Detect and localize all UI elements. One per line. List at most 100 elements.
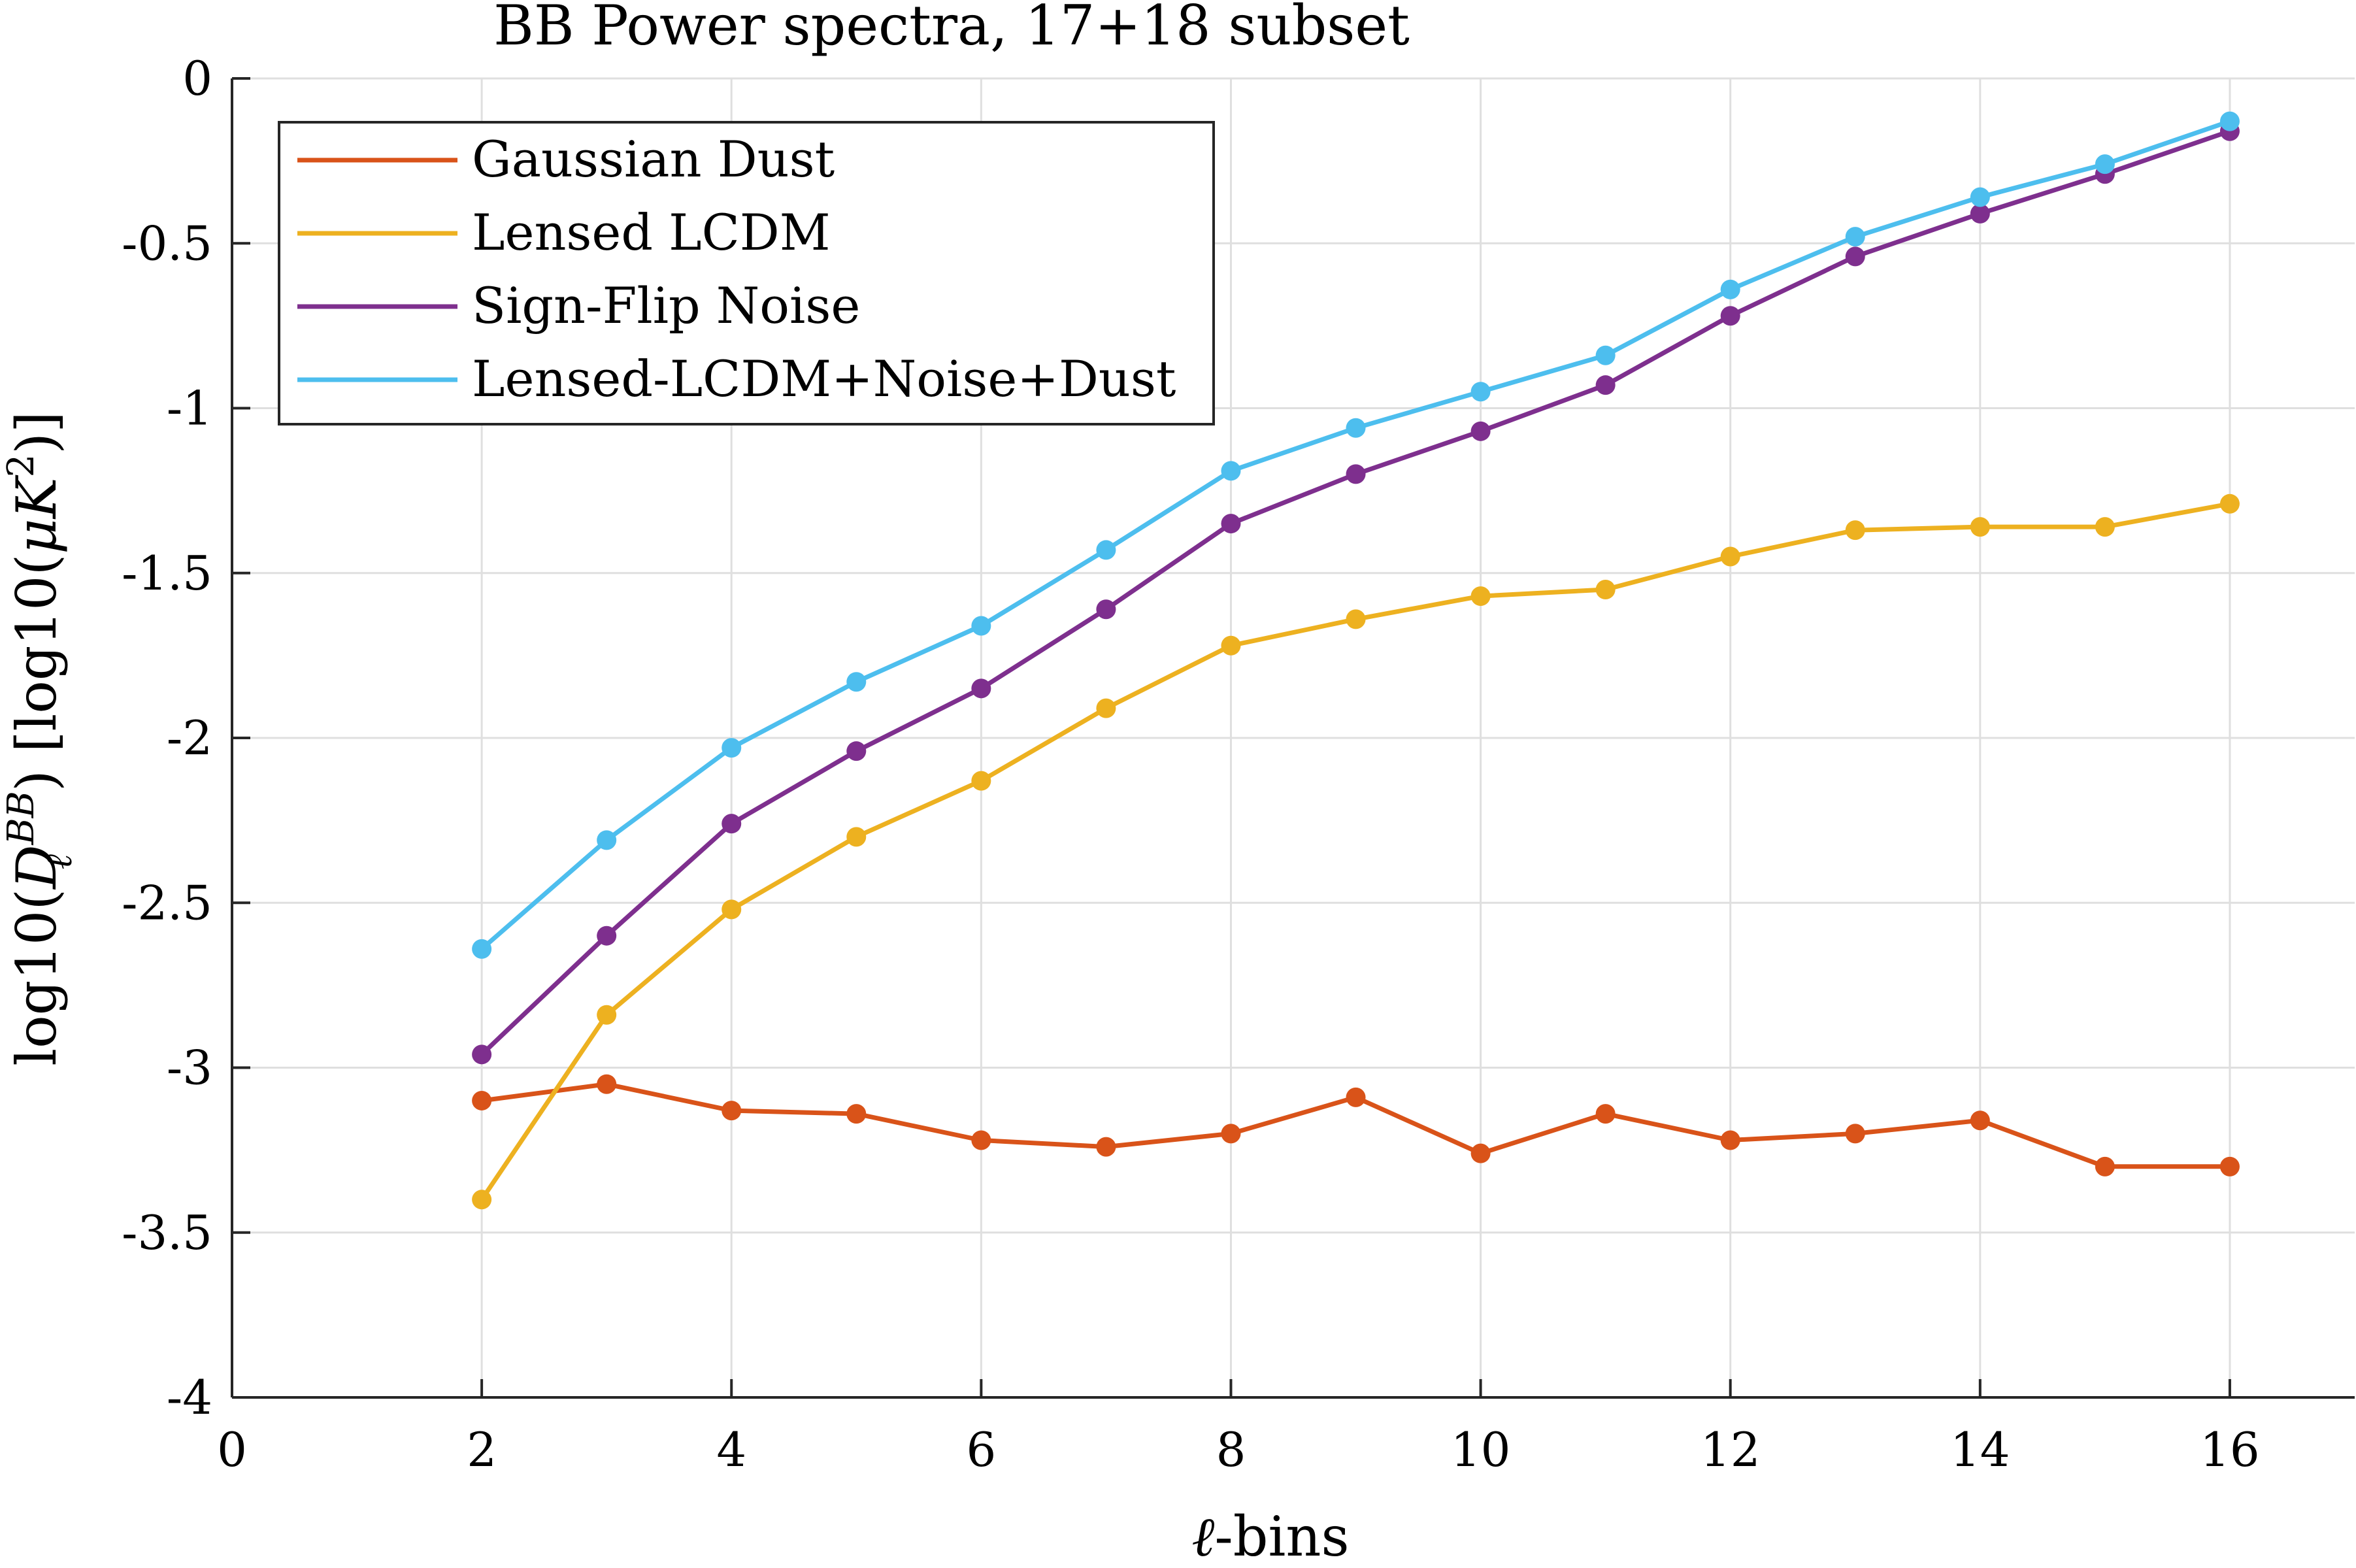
y-axis-title-suffix: )]: [5, 411, 69, 454]
x-tick-label: 16: [2200, 1422, 2260, 1477]
y-tick-label: -2: [167, 710, 212, 765]
data-point-lensed-lcdm: [1595, 579, 1616, 599]
data-point-gaussian-dust: [1595, 1104, 1616, 1124]
data-point-lensed-lcdm: [597, 1005, 617, 1025]
data-point-gaussian-dust: [846, 1104, 867, 1124]
data-point-lensed-lcdm-noise-dust: [1470, 382, 1491, 402]
data-point-lensed-lcdm-noise-dust: [971, 616, 991, 636]
y-axis-title-mu: μ: [5, 518, 69, 554]
y-tick-label: -1: [167, 381, 212, 436]
data-point-lensed-lcdm-noise-dust: [1970, 187, 1990, 207]
x-tick-label: 4: [716, 1422, 746, 1477]
legend-label-lensed-lcdm-noise-dust: Lensed-LCDM+Noise+Dust: [472, 350, 1176, 408]
series-lensed-lcdm-noise-dust: [472, 111, 2240, 959]
data-point-lensed-lcdm: [1346, 609, 1366, 629]
y-axis-title-k-superscript: 2: [0, 454, 42, 478]
data-point-gaussian-dust: [1470, 1143, 1491, 1163]
data-point-gaussian-dust: [1845, 1124, 1865, 1144]
series-lensed-lcdm: [472, 493, 2240, 1210]
data-point-lensed-lcdm: [2095, 517, 2115, 537]
series-layer: [472, 111, 2240, 1210]
data-point-gaussian-dust: [722, 1101, 742, 1121]
y-axis-title-middle: ) [log10(: [5, 554, 69, 792]
data-point-lensed-lcdm-noise-dust: [2095, 154, 2115, 175]
y-axis-title-subscript: ℓ: [38, 854, 80, 869]
data-point-sign-flip-noise: [1221, 514, 1241, 534]
data-point-lensed-lcdm: [1470, 586, 1491, 607]
data-point-sign-flip-noise: [1595, 375, 1616, 395]
legend-entry-lensed-lcdm-noise-dust: Lensed-LCDM+Noise+Dust: [297, 350, 1176, 408]
data-point-gaussian-dust: [2095, 1156, 2115, 1176]
y-tick-label: -1.5: [122, 546, 212, 601]
data-point-lensed-lcdm: [1221, 635, 1241, 656]
data-point-sign-flip-noise: [1845, 246, 1865, 267]
x-axis-ticks: 0 2 4 6 8 10 12 14 16: [217, 1379, 2260, 1477]
y-axis-ticks: 0 -0.5 -1 -1.5 -2 -2.5 -3 -3.5 -4: [122, 51, 250, 1425]
data-point-gaussian-dust: [597, 1074, 617, 1094]
data-point-lensed-lcdm-noise-dust: [597, 830, 617, 850]
legend: Gaussian Dust Lensed LCDM Sign-Flip Noise L…: [278, 121, 1215, 425]
data-point-lensed-lcdm: [472, 1190, 492, 1210]
legend-label-lensed-lcdm: Lensed LCDM: [472, 203, 831, 261]
data-point-lensed-lcdm-noise-dust: [1595, 345, 1616, 365]
data-point-sign-flip-noise: [472, 1044, 492, 1065]
data-point-lensed-lcdm: [1845, 520, 1865, 541]
y-tick-label: -2.5: [122, 875, 212, 930]
legend-label-gaussian-dust: Gaussian Dust: [472, 130, 835, 188]
series-gaussian-dust: [472, 1074, 2240, 1176]
data-point-gaussian-dust: [1221, 1124, 1241, 1144]
data-point-lensed-lcdm-noise-dust: [1346, 418, 1366, 438]
y-axis-title: log10(DBB ℓ ) [log10(μK2)]: [0, 411, 80, 1066]
y-axis-title-prefix: log10(: [5, 889, 69, 1066]
legend-entry-gaussian-dust: Gaussian Dust: [297, 130, 835, 188]
x-tick-label: 14: [1950, 1422, 2010, 1477]
data-point-sign-flip-noise: [1096, 599, 1116, 620]
data-point-sign-flip-noise: [1470, 421, 1491, 441]
data-point-sign-flip-noise: [1346, 464, 1366, 484]
data-point-lensed-lcdm-noise-dust: [1096, 540, 1116, 560]
data-point-sign-flip-noise: [846, 741, 867, 761]
data-point-lensed-lcdm-noise-dust: [472, 939, 492, 959]
y-axis-title-superscript: BB: [0, 791, 42, 845]
y-tick-label: -0.5: [122, 216, 212, 271]
data-point-sign-flip-noise: [1720, 306, 1740, 326]
data-point-lensed-lcdm: [1720, 546, 1740, 567]
x-tick-label: 10: [1451, 1422, 1511, 1477]
data-point-lensed-lcdm: [1096, 698, 1116, 718]
data-point-gaussian-dust: [1970, 1110, 1990, 1131]
legend-entry-sign-flip-noise: Sign-Flip Noise: [297, 276, 860, 335]
data-point-gaussian-dust: [1096, 1137, 1116, 1157]
x-tick-label: 8: [1216, 1422, 1246, 1477]
data-point-lensed-lcdm: [2219, 493, 2240, 514]
y-axis-title-k: K: [5, 475, 69, 520]
data-point-gaussian-dust: [1720, 1130, 1740, 1150]
data-point-sign-flip-noise: [971, 678, 991, 699]
data-point-lensed-lcdm-noise-dust: [1221, 461, 1241, 481]
x-tick-label: 2: [467, 1422, 497, 1477]
data-point-lensed-lcdm: [971, 771, 991, 791]
x-tick-label: 6: [966, 1422, 996, 1477]
data-point-lensed-lcdm-noise-dust: [722, 738, 742, 758]
y-tick-label: 0: [182, 51, 212, 106]
data-point-lensed-lcdm-noise-dust: [1720, 279, 1740, 299]
data-point-gaussian-dust: [2219, 1156, 2240, 1176]
data-point-sign-flip-noise: [722, 814, 742, 834]
x-axis-title-text: -bins: [1214, 1505, 1349, 1568]
y-tick-label: -3.5: [122, 1205, 212, 1260]
x-tick-label: 0: [217, 1422, 247, 1477]
data-point-lensed-lcdm-noise-dust: [846, 672, 867, 692]
x-tick-label: 12: [1701, 1422, 1761, 1477]
x-axis-title: ℓ-bins: [1191, 1505, 1349, 1568]
x-axis-title-symbol: ℓ: [1191, 1505, 1214, 1568]
data-point-lensed-lcdm: [846, 827, 867, 847]
chart-title: BB Power spectra, 17+18 subset: [493, 0, 1410, 58]
data-point-gaussian-dust: [971, 1130, 991, 1150]
legend-label-sign-flip-noise: Sign-Flip Noise: [472, 276, 860, 335]
data-point-lensed-lcdm-noise-dust: [2219, 111, 2240, 131]
y-axis-title-symbol: D: [5, 845, 69, 890]
legend-entry-lensed-lcdm: Lensed LCDM: [297, 203, 831, 261]
data-point-sign-flip-noise: [597, 926, 617, 946]
data-point-sign-flip-noise: [1970, 203, 1990, 224]
series-sign-flip-noise: [472, 121, 2240, 1065]
